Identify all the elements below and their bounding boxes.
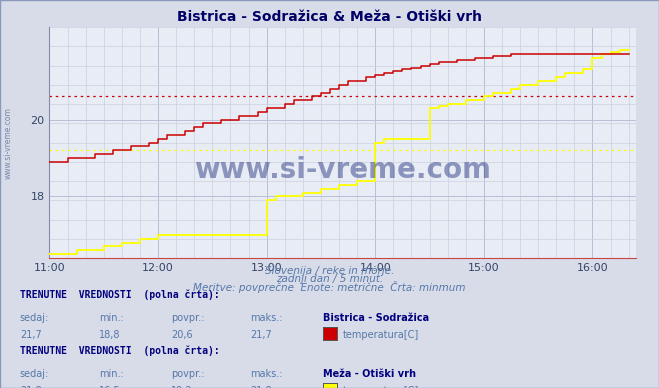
Text: 21,8: 21,8	[20, 386, 42, 388]
Text: min.:: min.:	[99, 369, 124, 379]
Text: Bistrica - Sodražica: Bistrica - Sodražica	[323, 313, 429, 323]
Text: zadnji dan / 5 minut.: zadnji dan / 5 minut.	[276, 274, 383, 284]
Text: temperatura[C]: temperatura[C]	[343, 330, 419, 340]
Text: min.:: min.:	[99, 313, 124, 323]
Text: 18,8: 18,8	[99, 330, 121, 340]
Text: sedaj:: sedaj:	[20, 369, 49, 379]
Text: 20,6: 20,6	[171, 330, 193, 340]
Text: 16,5: 16,5	[99, 386, 121, 388]
Text: TRENUTNE  VREDNOSTI  (polna črta):: TRENUTNE VREDNOSTI (polna črta):	[20, 345, 219, 356]
Text: Slovenija / reke in morje.: Slovenija / reke in morje.	[265, 266, 394, 276]
Text: 21,8: 21,8	[250, 386, 272, 388]
Text: www.si-vreme.com: www.si-vreme.com	[194, 156, 491, 184]
Text: www.si-vreme.com: www.si-vreme.com	[4, 107, 13, 180]
Text: maks.:: maks.:	[250, 369, 283, 379]
Text: povpr.:: povpr.:	[171, 369, 205, 379]
Text: Meritve: povprečne  Enote: metrične  Črta: minmum: Meritve: povprečne Enote: metrične Črta:…	[193, 281, 466, 293]
Text: 19,2: 19,2	[171, 386, 193, 388]
Text: temperatura[C]: temperatura[C]	[343, 386, 419, 388]
Text: 21,7: 21,7	[250, 330, 272, 340]
Text: Meža - Otiški vrh: Meža - Otiški vrh	[323, 369, 416, 379]
Text: sedaj:: sedaj:	[20, 313, 49, 323]
Text: 21,7: 21,7	[20, 330, 42, 340]
Text: povpr.:: povpr.:	[171, 313, 205, 323]
Text: maks.:: maks.:	[250, 313, 283, 323]
Text: TRENUTNE  VREDNOSTI  (polna črta):: TRENUTNE VREDNOSTI (polna črta):	[20, 289, 219, 300]
Text: Bistrica - Sodražica & Meža - Otiški vrh: Bistrica - Sodražica & Meža - Otiški vrh	[177, 10, 482, 24]
